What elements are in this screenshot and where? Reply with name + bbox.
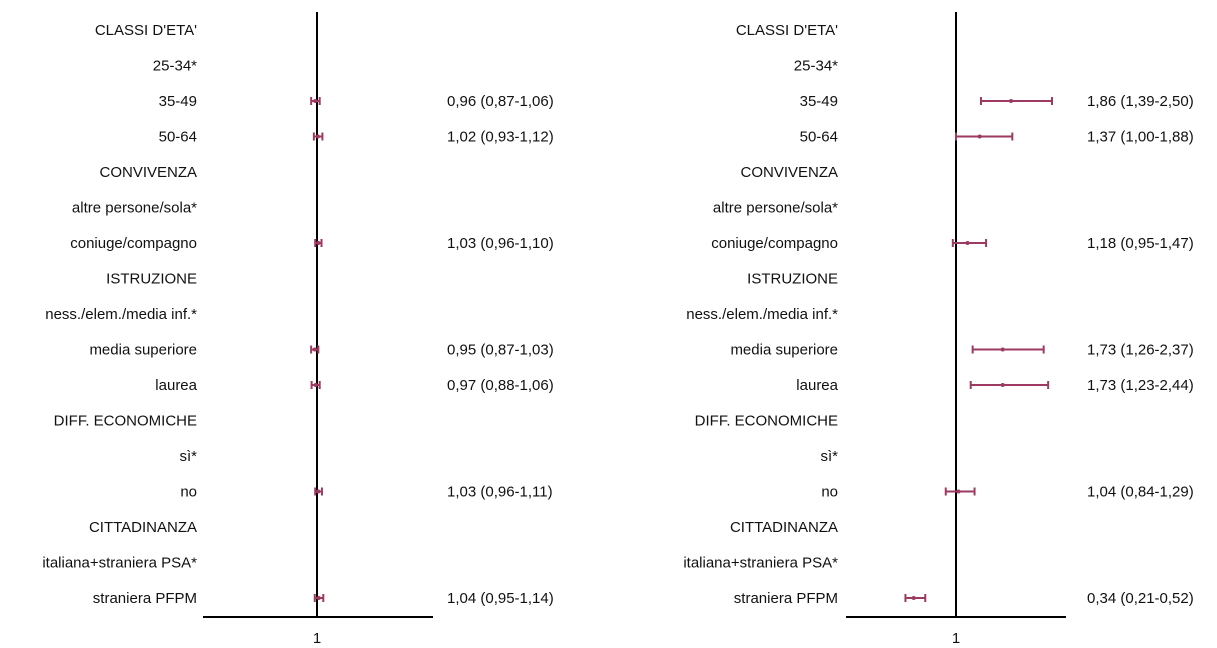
point-estimate <box>316 489 321 494</box>
row-label: 25-34* <box>794 58 838 75</box>
row-label: coniuge/compagno <box>70 235 197 252</box>
row-label: 35-49 <box>159 93 197 110</box>
row-label: coniuge/compagno <box>711 235 838 252</box>
row-label: ISTRUZIONE <box>747 271 838 288</box>
row-label: laurea <box>155 377 197 394</box>
estimate-text: 1,04 (0,84-1,29) <box>1087 484 1194 501</box>
point-estimate <box>1009 99 1014 103</box>
x-tick-label: 1 <box>952 630 960 647</box>
estimate-text: 1,04 (0,95-1,14) <box>447 590 554 607</box>
row-label: sì* <box>820 448 838 465</box>
point-estimate <box>315 134 320 139</box>
row-label: altre persone/sola* <box>713 200 838 217</box>
point-estimate <box>316 596 321 600</box>
point-estimate <box>312 347 317 352</box>
row-label: 50-64 <box>159 129 197 146</box>
row-label: ISTRUZIONE <box>106 271 197 288</box>
point-estimate <box>911 596 916 600</box>
row-label: CONVIVENZA <box>99 164 197 181</box>
point-estimate <box>313 383 318 387</box>
row-label: no <box>180 484 197 501</box>
estimate-text: 1,18 (0,95-1,47) <box>1087 235 1194 252</box>
row-label: straniera PFPM <box>734 590 838 607</box>
estimate-text: 1,73 (1,23-2,44) <box>1087 377 1194 394</box>
x-tick-label: 1 <box>313 630 321 647</box>
point-estimate <box>1000 347 1005 352</box>
estimate-text: 1,02 (0,93-1,12) <box>447 129 554 146</box>
row-label: ness./elem./media inf.* <box>45 306 197 323</box>
point-estimate <box>956 489 961 494</box>
point-estimate <box>316 241 321 245</box>
row-label: altre persone/sola* <box>72 200 197 217</box>
point-estimate <box>1000 383 1005 387</box>
row-label: DIFF. ECONOMICHE <box>695 413 838 430</box>
row-label: italiana+straniera PSA* <box>683 555 838 572</box>
estimate-text: 1,03 (0,96-1,10) <box>447 235 554 252</box>
estimate-text: 0,95 (0,87-1,03) <box>447 342 554 359</box>
estimate-text: 0,97 (0,88-1,06) <box>447 377 554 394</box>
estimate-text: 1,37 (1,00-1,88) <box>1087 129 1194 146</box>
row-label: CLASSI D'ETA' <box>736 22 838 39</box>
point-estimate <box>977 134 982 139</box>
estimate-text: 0,96 (0,87-1,06) <box>447 93 554 110</box>
row-label: DIFF. ECONOMICHE <box>54 413 197 430</box>
row-label: 25-34* <box>153 58 197 75</box>
row-label: CONVIVENZA <box>740 164 838 181</box>
row-label: no <box>821 484 838 501</box>
row-label: 35-49 <box>800 93 838 110</box>
row-label: media superiore <box>730 342 838 359</box>
point-estimate <box>313 99 318 103</box>
row-label: ness./elem./media inf.* <box>686 306 838 323</box>
row-label: 50-64 <box>800 129 838 146</box>
estimate-text: 1,03 (0,96-1,11) <box>447 484 553 501</box>
row-label: sì* <box>179 448 197 465</box>
row-label: CITTADINANZA <box>730 519 838 536</box>
row-label: CLASSI D'ETA' <box>95 22 197 39</box>
point-estimate <box>965 241 970 245</box>
estimate-text: 1,86 (1,39-2,50) <box>1087 93 1194 110</box>
row-label: media superiore <box>89 342 197 359</box>
estimate-text: 1,73 (1,26-2,37) <box>1087 342 1194 359</box>
forest-panel-2: 1 CLASSI D'ETA' 25-34* 35-49 1,86 (1,39-2,50… <box>683 12 1194 647</box>
row-label: laurea <box>796 377 838 394</box>
forest-panel-1: 1 CLASSI D'ETA' 25-34* 35-49 0,96 (0,87-1,06… <box>42 12 554 647</box>
row-label: CITTADINANZA <box>89 519 197 536</box>
estimate-text: 0,34 (0,21-0,52) <box>1087 590 1194 607</box>
row-label: italiana+straniera PSA* <box>42 555 197 572</box>
row-label: straniera PFPM <box>93 590 197 607</box>
